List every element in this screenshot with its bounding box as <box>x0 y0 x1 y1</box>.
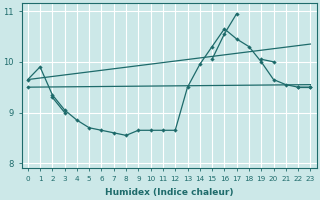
X-axis label: Humidex (Indice chaleur): Humidex (Indice chaleur) <box>105 188 233 197</box>
